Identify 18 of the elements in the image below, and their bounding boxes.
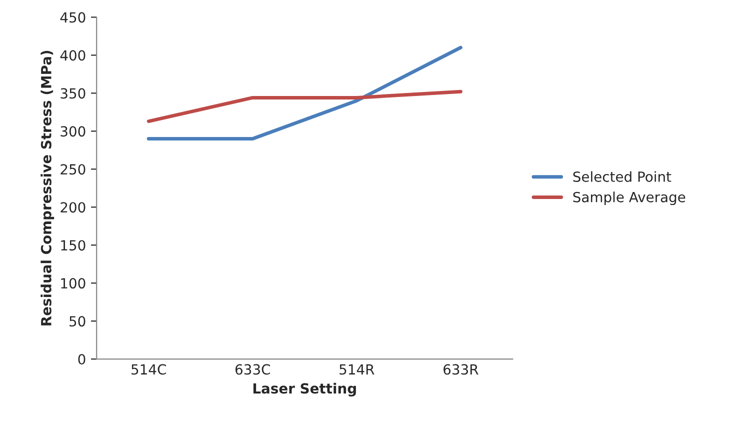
x-tick-label: 514C — [132, 364, 166, 375]
x-tick-label: 633C — [235, 364, 270, 375]
y-tick-label: 150 — [61, 240, 86, 251]
y-tick-label: 450 — [60, 12, 86, 23]
y-tick-label: 250 — [60, 164, 86, 175]
legend-label: Sample Average — [573, 192, 686, 206]
y-tick-label: 0 — [78, 354, 86, 365]
y-tick-label: 400 — [60, 50, 86, 61]
y-tick-label: 100 — [61, 278, 86, 289]
x-tick-label: 633R — [444, 364, 478, 375]
x-axis-title: Laser Setting — [253, 382, 356, 396]
y-tick-label: 50 — [70, 316, 86, 327]
x-tick-label: 514R — [340, 364, 374, 375]
y-tick-label: 300 — [60, 126, 86, 137]
y-axis-title: Residual Compressive Stress (MPa) — [40, 50, 54, 326]
y-tick-label: 350 — [60, 88, 86, 99]
y-tick-label: 200 — [60, 202, 86, 213]
legend-label: Selected Point — [573, 171, 672, 182]
